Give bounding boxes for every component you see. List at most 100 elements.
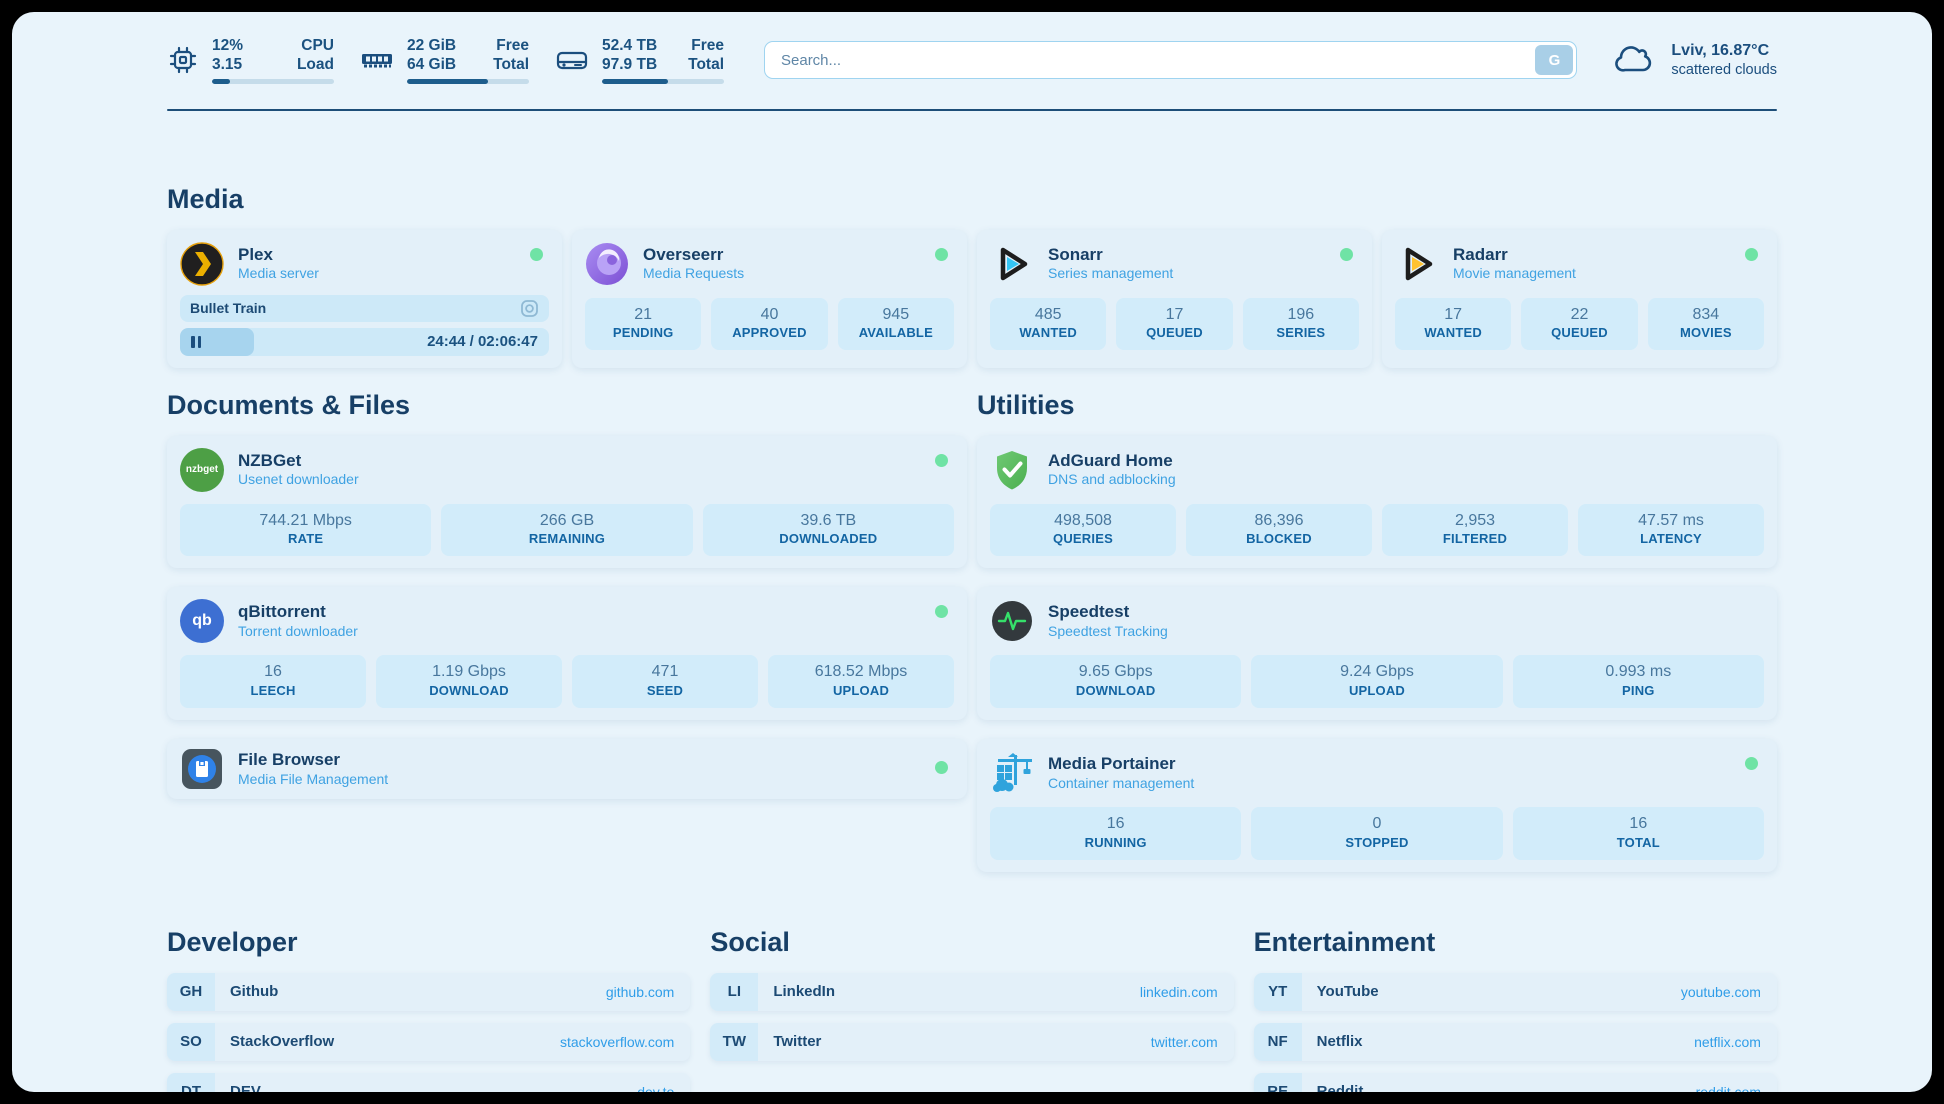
nzbget-icon: nzbget <box>180 447 224 492</box>
bookmark-abbr: RE <box>1253 1072 1302 1092</box>
stat-label: LATENCY <box>1640 531 1702 547</box>
stat-label: PENDING <box>612 325 674 341</box>
playback-progress: 24:44 / 02:06:47 <box>180 327 549 356</box>
stat-value: 618.52 Mbps <box>814 663 908 681</box>
bookmark-group-entertainment: Entertainment YT YouTube youtube.com NF … <box>1253 926 1777 1092</box>
bookmark-abbr: NF <box>1253 1022 1302 1061</box>
stat-label: STOPPED <box>1345 834 1409 850</box>
stat-value: 16 <box>1106 815 1125 832</box>
stat-value: 0.993 ms <box>1605 663 1672 681</box>
stat-label: QUEUED <box>1146 325 1203 341</box>
app-card-plex[interactable]: Plex Media server Bullet Train 24:44 / 0… <box>167 229 562 368</box>
bookmark-stackoverflow[interactable]: SO StackOverflow stackoverflow.com <box>167 1022 691 1061</box>
ram-total: 64 GiB <box>407 55 457 73</box>
disk-progress-track <box>602 78 724 84</box>
bookmark-url: twitter.com <box>1150 1033 1218 1050</box>
ram-widget: 22 GiB 64 GiB Free Total <box>360 37 529 84</box>
top-bar: 12% 3.15 CPU Load <box>167 37 1777 84</box>
now-playing-title: Bullet Train <box>190 300 267 317</box>
stat-box: 834 MOVIES <box>1647 297 1764 351</box>
cpu-usage: 12% <box>212 37 244 54</box>
stat-value: 485 <box>1034 305 1062 323</box>
media-grid: Plex Media server Bullet Train 24:44 / 0… <box>167 229 1777 368</box>
app-card-speedtest[interactable]: Speedtest Speedtest Tracking 9.65 Gbps D… <box>977 587 1777 720</box>
plex-icon <box>180 241 224 286</box>
app-card-sonarr[interactable]: Sonarr Series management 485 WANTED 17 Q… <box>977 229 1372 368</box>
speedtest-icon <box>992 601 1032 642</box>
bookmark-name: Reddit <box>1316 1083 1364 1092</box>
bookmark-group-developer: Developer GH Github github.com SO StackO… <box>167 927 691 1092</box>
bookmark-group-title: Entertainment <box>1253 926 1436 957</box>
section-title-documents: Documents & Files <box>167 389 411 420</box>
now-playing-row: Bullet Train <box>180 294 549 322</box>
stat-value: 9.24 Gbps <box>1340 663 1414 681</box>
stat-value: 86,396 <box>1254 511 1304 529</box>
bookmark-url: reddit.com <box>1695 1083 1761 1092</box>
app-subtitle: Media Requests <box>643 265 745 282</box>
stat-label: MOVIES <box>1679 325 1732 341</box>
bookmark-abbr: YT <box>1253 972 1302 1011</box>
status-dot <box>1745 247 1758 261</box>
ram-total-label: Total <box>493 55 529 73</box>
app-card-portainer[interactable]: Media Portainer Container management 16 … <box>977 739 1777 872</box>
app-card-nzbget[interactable]: nzbget NZBGet Usenet downloader 744.21 M… <box>167 435 967 569</box>
bookmark-netflix[interactable]: NF Netflix netflix.com <box>1253 1022 1777 1061</box>
stat-box: 196 SERIES <box>1242 297 1359 351</box>
search-bar: G <box>764 41 1578 80</box>
adguard-icon <box>997 450 1027 490</box>
app-card-radarr[interactable]: Radarr Movie management 17 WANTED 22 QUE… <box>1382 229 1777 368</box>
stat-box: 9.65 Gbps DOWNLOAD <box>990 655 1242 708</box>
app-name: File Browser <box>238 749 341 769</box>
bookmark-abbr: TW <box>710 1022 759 1061</box>
bookmark-abbr: SO <box>167 1022 215 1061</box>
cpu-icon <box>169 47 197 74</box>
cpu-load-label: Load <box>296 55 334 73</box>
bookmark-twitter[interactable]: TW Twitter twitter.com <box>710 1022 1234 1061</box>
status-dot <box>935 761 948 774</box>
ram-free: 22 GiB <box>407 37 457 54</box>
search-engine-button[interactable]: G <box>1535 45 1574 76</box>
bookmark-github[interactable]: GH Github github.com <box>167 972 691 1011</box>
app-card-adguard[interactable]: AdGuard Home DNS and adblocking 498,508 … <box>977 435 1777 569</box>
ram-progress-fill <box>407 78 488 84</box>
stat-box: 0 STOPPED <box>1251 807 1503 860</box>
stat-box: 16 LEECH <box>180 655 366 708</box>
stat-label: QUERIES <box>1053 531 1113 547</box>
app-card-qbittorrent[interactable]: qb qBittorrent Torrent downloader 16 LEE… <box>167 587 967 720</box>
topbar-divider <box>167 108 1777 111</box>
bookmark-reddit[interactable]: RE Reddit reddit.com <box>1253 1072 1777 1092</box>
stat-value: 498,508 <box>1054 511 1112 529</box>
stat-label: UPLOAD <box>832 683 890 699</box>
stat-label: DOWNLOAD <box>1075 683 1156 699</box>
app-card-filebrowser[interactable]: File Browser Media File Management <box>167 739 967 799</box>
bookmark-dev[interactable]: DT DEV dev.to <box>167 1072 691 1092</box>
qbittorrent-icon: qb <box>180 599 224 644</box>
disk-free-label: Free <box>691 37 724 54</box>
app-name: Speedtest <box>1048 602 1130 622</box>
stat-box: 2,953 FILTERED <box>1382 503 1568 557</box>
cpu-load-avg: 3.15 <box>212 55 243 73</box>
bookmark-linkedin[interactable]: LI LinkedIn linkedin.com <box>710 972 1234 1011</box>
app-name: Radarr <box>1453 244 1508 264</box>
app-subtitle: Torrent downloader <box>238 622 358 639</box>
session-icon[interactable] <box>520 299 539 318</box>
stat-box: 744.21 Mbps RATE <box>180 503 432 557</box>
ram-progress-track <box>407 78 529 84</box>
stat-box: 40 APPROVED <box>711 297 828 351</box>
bookmark-youtube[interactable]: YT YouTube youtube.com <box>1253 972 1777 1011</box>
stat-box: 17 QUEUED <box>1116 297 1233 351</box>
stat-box: 22 QUEUED <box>1521 297 1638 351</box>
bookmark-name: LinkedIn <box>773 983 835 1001</box>
dashboard: 12% 3.15 CPU Load <box>12 12 1932 1092</box>
filebrowser-icon <box>182 749 222 789</box>
stat-label: QUEUED <box>1551 325 1608 341</box>
app-name: Plex <box>238 244 273 264</box>
bookmark-name: Twitter <box>773 1033 822 1051</box>
search-input[interactable] <box>764 41 1578 80</box>
stat-box: 17 WANTED <box>1395 297 1512 351</box>
bookmark-name: YouTube <box>1316 983 1379 1001</box>
app-name: AdGuard Home <box>1048 450 1173 470</box>
stat-value: 196 <box>1287 305 1315 323</box>
app-card-overseerr[interactable]: Overseerr Media Requests 21 PENDING 40 A… <box>572 229 967 368</box>
